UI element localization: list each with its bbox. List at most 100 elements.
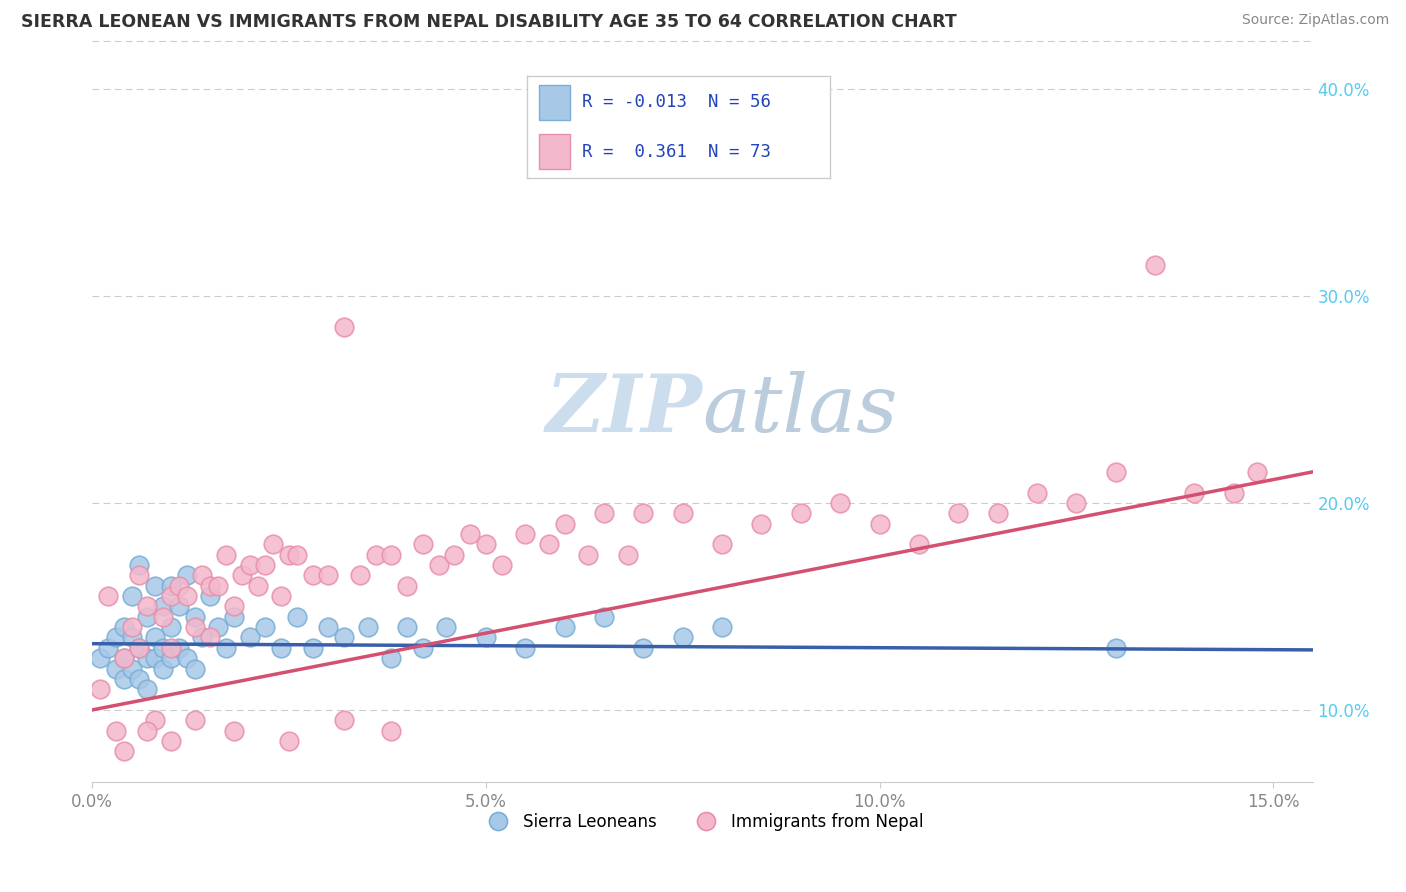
Point	[1105, 640, 1128, 655]
Point	[751, 516, 773, 531]
Point	[633, 506, 655, 520]
Point	[1105, 465, 1128, 479]
Point	[491, 558, 513, 572]
Text: SIERRA LEONEAN VS IMMIGRANTS FROM NEPAL DISABILITY AGE 35 TO 64 CORRELATION CHAR: SIERRA LEONEAN VS IMMIGRANTS FROM NEPAL …	[21, 13, 957, 31]
Point	[136, 682, 159, 697]
Point	[412, 640, 434, 655]
Point	[987, 506, 1010, 520]
Point	[200, 579, 222, 593]
Point	[112, 744, 135, 758]
Point	[136, 609, 159, 624]
Point	[183, 609, 205, 624]
Point	[396, 579, 419, 593]
Point	[254, 558, 277, 572]
Point	[711, 537, 734, 551]
Point	[711, 620, 734, 634]
Text: R = -0.013  N = 56: R = -0.013 N = 56	[582, 94, 770, 112]
Point	[1223, 485, 1246, 500]
Point	[1144, 258, 1167, 272]
Point	[104, 661, 127, 675]
Point	[537, 537, 560, 551]
Point	[593, 506, 616, 520]
Point	[396, 620, 419, 634]
Text: ZIP: ZIP	[546, 371, 703, 449]
Point	[167, 579, 190, 593]
Point	[191, 631, 214, 645]
Point	[239, 558, 262, 572]
Point	[222, 723, 245, 738]
Point	[167, 640, 190, 655]
Point	[254, 620, 277, 634]
Point	[200, 631, 222, 645]
Point	[160, 640, 183, 655]
Point	[262, 537, 284, 551]
Point	[207, 620, 229, 634]
Point	[278, 548, 301, 562]
Point	[616, 548, 638, 562]
Point	[128, 672, 150, 686]
Point	[136, 723, 159, 738]
Point	[593, 609, 616, 624]
Point	[215, 640, 238, 655]
Point	[183, 661, 205, 675]
Point	[554, 516, 576, 531]
Point	[152, 609, 174, 624]
Point	[128, 568, 150, 582]
Point	[380, 651, 402, 665]
Point	[380, 548, 402, 562]
Point	[183, 713, 205, 727]
Text: Source: ZipAtlas.com: Source: ZipAtlas.com	[1241, 13, 1389, 28]
Point	[1184, 485, 1206, 500]
Point	[427, 558, 450, 572]
Point	[576, 548, 599, 562]
Point	[412, 537, 434, 551]
Point	[830, 496, 852, 510]
Point	[160, 651, 183, 665]
Point	[112, 651, 135, 665]
Point	[183, 620, 205, 634]
Point	[112, 672, 135, 686]
Point	[89, 651, 111, 665]
Point	[207, 579, 229, 593]
Point	[515, 640, 537, 655]
Bar	[540, 85, 569, 120]
Point	[160, 734, 183, 748]
Point	[285, 609, 308, 624]
Point	[97, 589, 120, 603]
Point	[633, 640, 655, 655]
Point	[136, 599, 159, 614]
Bar	[540, 135, 569, 169]
Point	[176, 651, 198, 665]
Point	[121, 589, 143, 603]
Point	[143, 651, 166, 665]
Point	[152, 661, 174, 675]
Point	[160, 620, 183, 634]
Point	[672, 506, 695, 520]
Point	[97, 640, 120, 655]
Point	[112, 620, 135, 634]
Point	[152, 640, 174, 655]
Point	[128, 558, 150, 572]
Point	[301, 568, 323, 582]
Point	[239, 631, 262, 645]
Text: R =  0.361  N = 73: R = 0.361 N = 73	[582, 143, 770, 161]
Point	[1246, 465, 1268, 479]
Point	[364, 548, 387, 562]
Point	[143, 631, 166, 645]
Point	[475, 537, 498, 551]
Point	[222, 599, 245, 614]
Point	[152, 599, 174, 614]
Point	[357, 620, 380, 634]
Point	[515, 527, 537, 541]
Point	[104, 631, 127, 645]
Point	[160, 579, 183, 593]
Point	[121, 661, 143, 675]
Point	[908, 537, 931, 551]
Point	[160, 589, 183, 603]
Point	[333, 631, 356, 645]
Point	[475, 631, 498, 645]
Point	[231, 568, 253, 582]
Point	[554, 620, 576, 634]
Point	[246, 579, 269, 593]
Point	[104, 723, 127, 738]
